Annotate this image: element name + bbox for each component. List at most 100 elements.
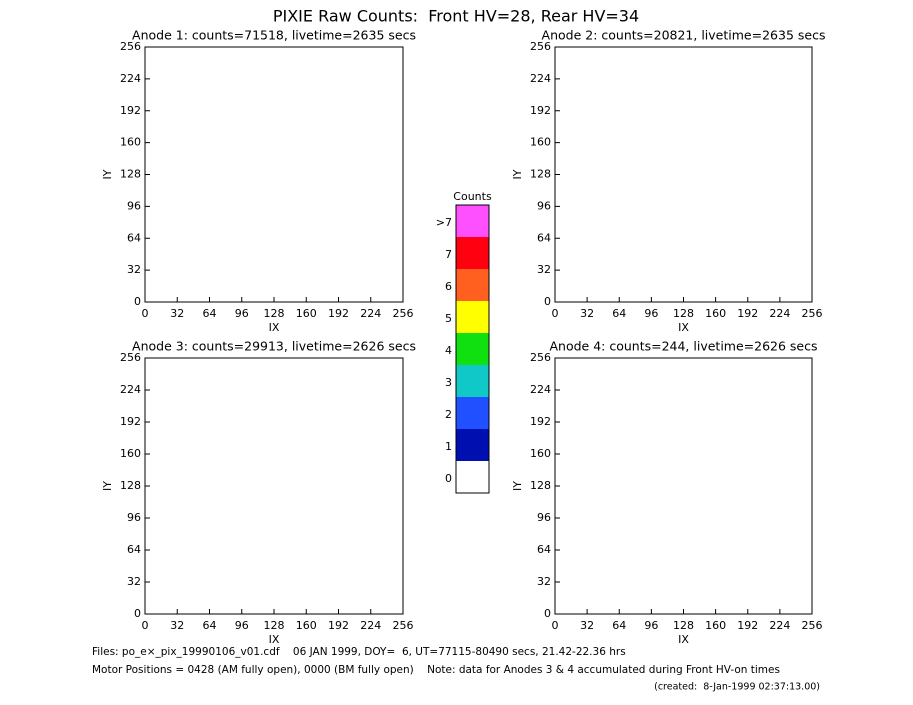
x-tick-label: 256 bbox=[802, 619, 823, 632]
plot-frame bbox=[554, 46, 813, 303]
y-tick-label: 224 bbox=[530, 72, 551, 85]
footer-files: Files: po_e×_pix_19990106_v01.cdf 06 JAN… bbox=[92, 646, 626, 658]
y-tick-label: 160 bbox=[530, 447, 551, 460]
x-tick-label: 32 bbox=[170, 307, 184, 320]
x-axis-label: IX bbox=[269, 321, 280, 334]
x-tick-label: 32 bbox=[580, 619, 594, 632]
plot-frame bbox=[554, 357, 813, 615]
y-tick-label: 160 bbox=[530, 136, 551, 149]
x-tick-label: 160 bbox=[296, 307, 317, 320]
y-tick-label: 32 bbox=[127, 575, 141, 588]
colorbar-label: 5 bbox=[445, 312, 452, 325]
x-tick-label: 128 bbox=[673, 307, 694, 320]
y-tick-label: 160 bbox=[120, 136, 141, 149]
colorbar-label: >7 bbox=[436, 216, 452, 229]
x-tick-label: 192 bbox=[737, 619, 758, 632]
y-tick-label: 0 bbox=[134, 295, 141, 308]
y-tick-label: 192 bbox=[530, 415, 551, 428]
colorbar-label: 1 bbox=[445, 440, 452, 453]
x-tick-label: 128 bbox=[264, 619, 285, 632]
x-tick-label: 96 bbox=[644, 307, 658, 320]
y-axis-label: IY bbox=[101, 169, 114, 179]
colorbar-cell bbox=[456, 205, 489, 237]
footer-motor: Motor Positions = 0428 (AM fully open), … bbox=[92, 664, 780, 676]
colorbar-label: 6 bbox=[445, 280, 452, 293]
x-tick-label: 128 bbox=[673, 619, 694, 632]
colorbar-cell bbox=[456, 397, 489, 429]
colorbar-label: 7 bbox=[445, 248, 452, 261]
x-tick-label: 224 bbox=[360, 619, 381, 632]
x-tick-label: 160 bbox=[296, 619, 317, 632]
x-tick-label: 256 bbox=[393, 619, 414, 632]
y-tick-label: 96 bbox=[537, 199, 551, 212]
x-tick-label: 64 bbox=[612, 619, 626, 632]
x-tick-label: 96 bbox=[644, 619, 658, 632]
x-tick-label: 0 bbox=[552, 307, 559, 320]
y-tick-label: 128 bbox=[120, 168, 141, 181]
y-axis-label: IY bbox=[511, 169, 524, 179]
x-tick-label: 160 bbox=[705, 307, 726, 320]
panel-title: Anode 2: counts=20821, livetime=2635 sec… bbox=[542, 28, 826, 43]
x-axis-label: IX bbox=[678, 633, 689, 646]
colorbar-cell bbox=[456, 429, 489, 461]
x-tick-label: 96 bbox=[235, 619, 249, 632]
x-tick-label: 64 bbox=[203, 619, 217, 632]
y-tick-label: 32 bbox=[127, 263, 141, 276]
y-tick-label: 256 bbox=[120, 40, 141, 53]
y-tick-label: 96 bbox=[537, 511, 551, 524]
x-tick-label: 192 bbox=[737, 307, 758, 320]
colorbar-label: 4 bbox=[445, 344, 452, 357]
y-tick-label: 0 bbox=[544, 607, 551, 620]
y-tick-label: 224 bbox=[120, 383, 141, 396]
x-tick-label: 160 bbox=[705, 619, 726, 632]
x-tick-label: 0 bbox=[552, 619, 559, 632]
x-axis-label: IX bbox=[269, 633, 280, 646]
y-tick-label: 192 bbox=[120, 415, 141, 428]
x-tick-label: 32 bbox=[580, 307, 594, 320]
x-tick-label: 0 bbox=[142, 619, 149, 632]
y-tick-label: 128 bbox=[530, 479, 551, 492]
y-tick-label: 224 bbox=[120, 72, 141, 85]
plot-frame bbox=[144, 357, 404, 615]
y-tick-label: 192 bbox=[530, 104, 551, 117]
colorbar-label: 2 bbox=[445, 408, 452, 421]
colorbar-title: Counts bbox=[453, 190, 492, 203]
x-tick-label: 224 bbox=[769, 619, 790, 632]
y-tick-label: 128 bbox=[530, 168, 551, 181]
x-tick-label: 32 bbox=[170, 619, 184, 632]
y-tick-label: 32 bbox=[537, 575, 551, 588]
x-tick-label: 256 bbox=[393, 307, 414, 320]
colorbar-cell bbox=[456, 333, 489, 365]
main-title: PIXIE Raw Counts: Front HV=28, Rear HV=3… bbox=[273, 7, 639, 26]
y-tick-label: 192 bbox=[120, 104, 141, 117]
y-axis-label: IY bbox=[511, 481, 524, 491]
y-tick-label: 64 bbox=[127, 543, 141, 556]
x-tick-label: 96 bbox=[235, 307, 249, 320]
colorbar-cell bbox=[456, 301, 489, 333]
x-tick-label: 224 bbox=[360, 307, 381, 320]
plot-frame bbox=[144, 46, 404, 303]
x-tick-label: 192 bbox=[328, 307, 349, 320]
x-tick-label: 64 bbox=[203, 307, 217, 320]
y-tick-label: 256 bbox=[530, 351, 551, 364]
y-tick-label: 64 bbox=[127, 231, 141, 244]
colorbar-label: 3 bbox=[445, 376, 452, 389]
x-tick-label: 64 bbox=[612, 307, 626, 320]
y-tick-label: 96 bbox=[127, 199, 141, 212]
x-tick-label: 128 bbox=[264, 307, 285, 320]
y-tick-label: 160 bbox=[120, 447, 141, 460]
colorbar-frame bbox=[455, 204, 490, 494]
x-tick-label: 224 bbox=[769, 307, 790, 320]
x-axis-label: IX bbox=[678, 321, 689, 334]
panel-title: Anode 1: counts=71518, livetime=2635 sec… bbox=[132, 28, 416, 43]
colorbar-cell bbox=[456, 269, 489, 301]
colorbar-cell bbox=[456, 237, 489, 269]
x-tick-label: 192 bbox=[328, 619, 349, 632]
y-tick-label: 256 bbox=[120, 351, 141, 364]
y-tick-label: 224 bbox=[530, 383, 551, 396]
footer-created: (created: 8-Jan-1999 02:37:13.00) bbox=[654, 682, 820, 693]
colorbar-label: 0 bbox=[445, 472, 452, 485]
colorbar-cell bbox=[456, 461, 489, 493]
y-tick-label: 64 bbox=[537, 231, 551, 244]
y-tick-label: 96 bbox=[127, 511, 141, 524]
